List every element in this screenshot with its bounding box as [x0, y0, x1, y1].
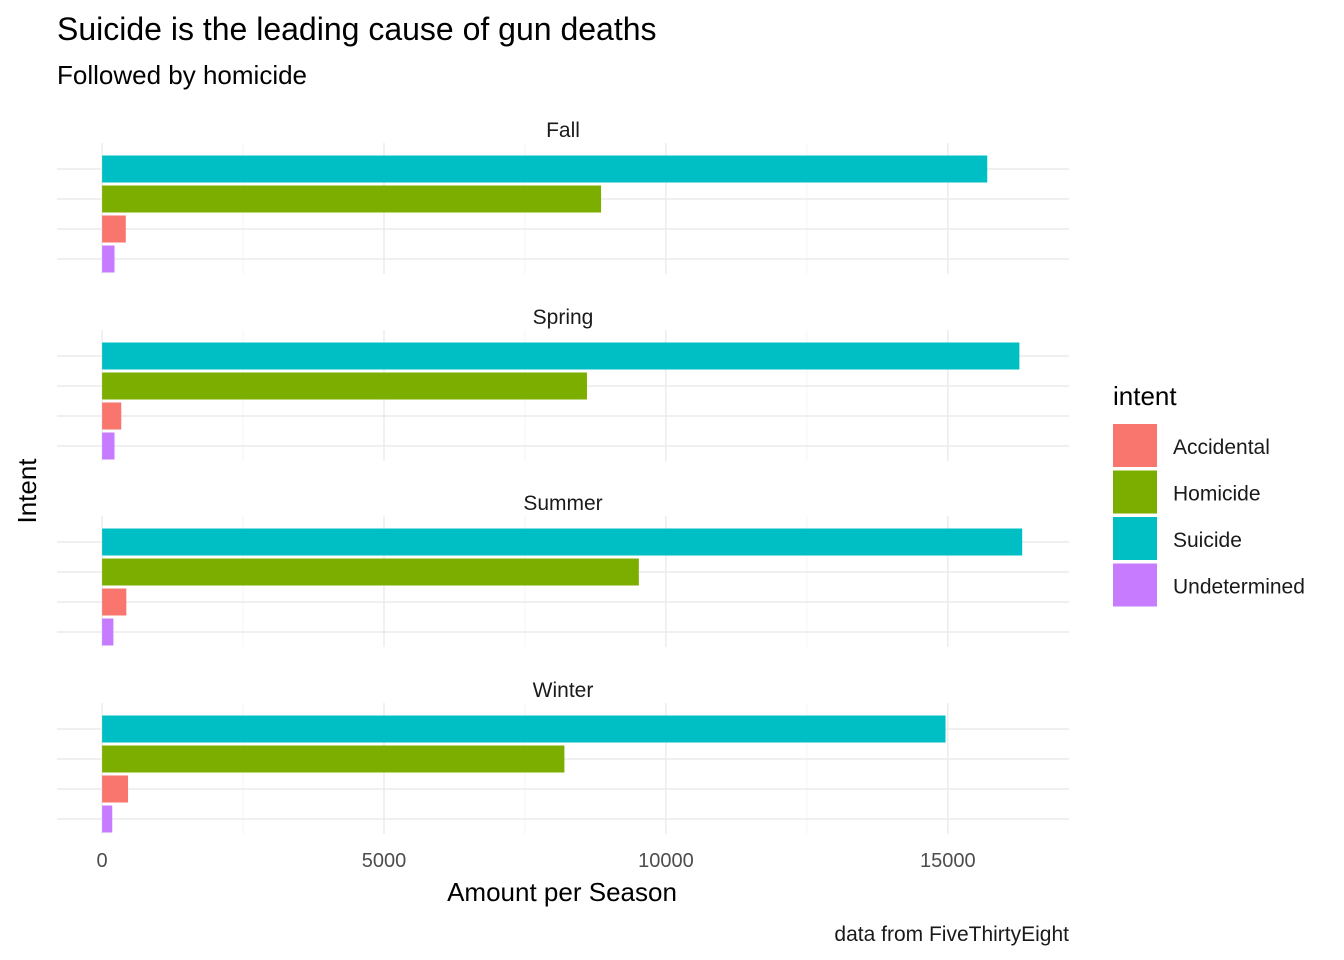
bar-spring-undetermined	[102, 432, 115, 460]
bar-summer-undetermined	[102, 618, 114, 646]
bar-fall-homicide	[102, 185, 602, 213]
bar-winter-homicide	[102, 745, 565, 773]
facet-label-fall: Fall	[546, 119, 580, 142]
x-tick-label: 15000	[920, 850, 976, 872]
legend-label-homicide: Homicide	[1173, 483, 1261, 506]
bar-winter-suicide	[102, 715, 946, 743]
facet-panel-fall: Fall	[57, 119, 1069, 274]
legend-label-undetermined: Undetermined	[1173, 576, 1305, 599]
legend-label-suicide: Suicide	[1173, 529, 1242, 552]
bar-spring-suicide	[102, 342, 1020, 370]
bar-summer-homicide	[102, 558, 639, 586]
x-axis-title: Amount per Season	[447, 877, 677, 907]
facet-panel-winter: Winter	[57, 679, 1069, 834]
facet-label-winter: Winter	[533, 679, 594, 702]
facet-panel-summer: Summer	[57, 492, 1069, 647]
facet-label-spring: Spring	[533, 306, 594, 329]
bar-summer-accidental	[102, 588, 127, 616]
facet-label-summer: Summer	[523, 492, 602, 515]
x-tick-label: 10000	[638, 850, 694, 872]
x-tick-label: 0	[97, 850, 108, 872]
y-axis-title: Intent	[12, 458, 42, 524]
legend: intent Accidental Homicide Suicide Undeterm…	[1113, 381, 1305, 607]
facet-panel-spring: Spring	[57, 306, 1069, 461]
chart-subtitle: Followed by homicide	[57, 60, 307, 90]
legend-key-suicide	[1113, 517, 1157, 560]
legend-key-accidental	[1113, 424, 1157, 467]
bar-fall-accidental	[102, 215, 126, 243]
chart-title: Suicide is the leading cause of gun deat…	[57, 11, 657, 47]
bar-winter-accidental	[102, 775, 129, 803]
facet-panels: Fall Spring Summer Winter	[57, 119, 1069, 834]
legend-key-undetermined	[1113, 563, 1157, 607]
x-tick-label: 5000	[362, 850, 407, 872]
legend-label-accidental: Accidental	[1173, 436, 1270, 459]
bar-fall-undetermined	[102, 245, 115, 273]
bar-winter-undetermined	[102, 805, 113, 833]
x-axis: 0 5000 10000 15000	[97, 850, 976, 872]
bar-fall-suicide	[102, 155, 988, 183]
bar-spring-accidental	[102, 402, 122, 430]
bar-spring-homicide	[102, 372, 587, 400]
legend-title: intent	[1113, 381, 1177, 411]
caption: data from FiveThirtyEight	[834, 923, 1069, 946]
bar-summer-suicide	[102, 528, 1023, 556]
legend-key-homicide	[1113, 470, 1157, 514]
